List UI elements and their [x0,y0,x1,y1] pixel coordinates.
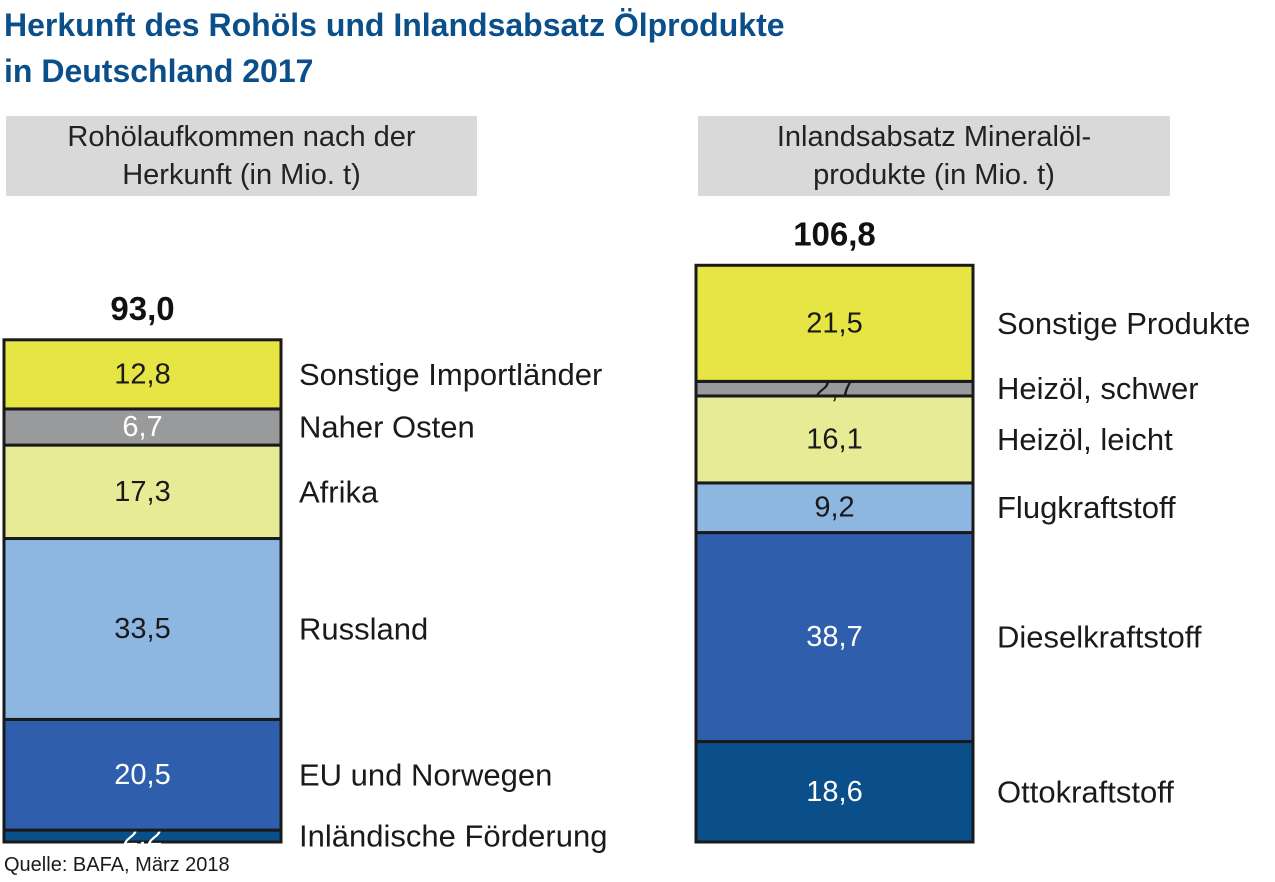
right-sonstige-produkte-value-label: 21,5 [806,307,862,339]
right-total-label: 106,8 [793,215,876,252]
right-sonstige-produkte-category-label: Sonstige Produkte [997,306,1250,341]
left-naher-osten-category-label: Naher Osten [299,410,475,445]
left-afrika-bar [2,443,283,541]
left-chart-heading: Rohölaufkommen nach der Herkunft (in Mio… [6,116,477,196]
left-chart-heading-line1: Rohölaufkommen nach der [67,121,416,153]
chart-title-line1: Herkunft des Rohöls und Inlandsabsatz Öl… [4,7,785,43]
source-note: Quelle: BAFA, März 2018 [4,854,230,876]
right-flugkraftstoff-bar [694,481,975,535]
right-dieselkraftstoff-value-label: 38,7 [806,621,862,653]
left-chart-heading-line2: Herkunft (in Mio. t) [122,159,361,191]
right-heizoel-schwer-category-label: Heizöl, schwer [997,371,1199,406]
chart-title-line2: in Deutschland 2017 [4,53,314,89]
right-heizoel-leicht-category-label: Heizöl, leicht [997,422,1173,457]
left-sonstige-importlaender-category-label: Sonstige Importländer [299,357,602,392]
chart-title: Herkunft des Rohöls und Inlandsabsatz Öl… [4,2,785,94]
left-naher-osten-value-label: 6,7 [122,411,162,443]
left-russland-value-label: 33,5 [114,613,170,645]
right-heizoel-leicht-bar [694,394,975,485]
right-dieselkraftstoff-category-label: Dieselkraftstoff [997,620,1202,655]
left-eu-und-norwegen-bar [2,717,283,832]
left-eu-und-norwegen-value-label: 20,5 [114,759,170,791]
right-chart-heading-line1: Inlandsabsatz Mineralöl- [776,121,1092,153]
left-total-label: 93,0 [110,290,174,327]
right-ottokraftstoff-value-label: 18,6 [806,776,862,808]
right-chart-heading: Inlandsabsatz Mineralöl- produkte (in Mi… [698,116,1170,196]
left-naher-osten-bar [2,407,283,447]
left-sonstige-importlaender-bar [2,338,283,411]
right-dieselkraftstoff-bar [694,531,975,744]
right-heizoel-leicht-value-label: 16,1 [806,423,862,455]
right-sonstige-produkte-bar [694,263,975,383]
right-ottokraftstoff-category-label: Ottokraftstoff [997,774,1174,809]
left-afrika-category-label: Afrika [299,474,379,509]
left-afrika-value-label: 17,3 [114,476,170,508]
right-flugkraftstoff-category-label: Flugkraftstoff [997,490,1176,525]
right-ottokraftstoff-bar [694,740,975,844]
left-inlaendische-foerderung-category-label: Inländische Förderung [299,819,607,854]
left-russland-category-label: Russland [299,611,428,646]
right-chart-heading-line2: produkte (in Mio. t) [813,159,1055,191]
right-flugkraftstoff-value-label: 9,2 [814,492,854,524]
left-sonstige-importlaender-value-label: 12,8 [114,358,170,390]
left-eu-und-norwegen-category-label: EU und Norwegen [299,757,552,792]
left-russland-bar [2,537,283,721]
